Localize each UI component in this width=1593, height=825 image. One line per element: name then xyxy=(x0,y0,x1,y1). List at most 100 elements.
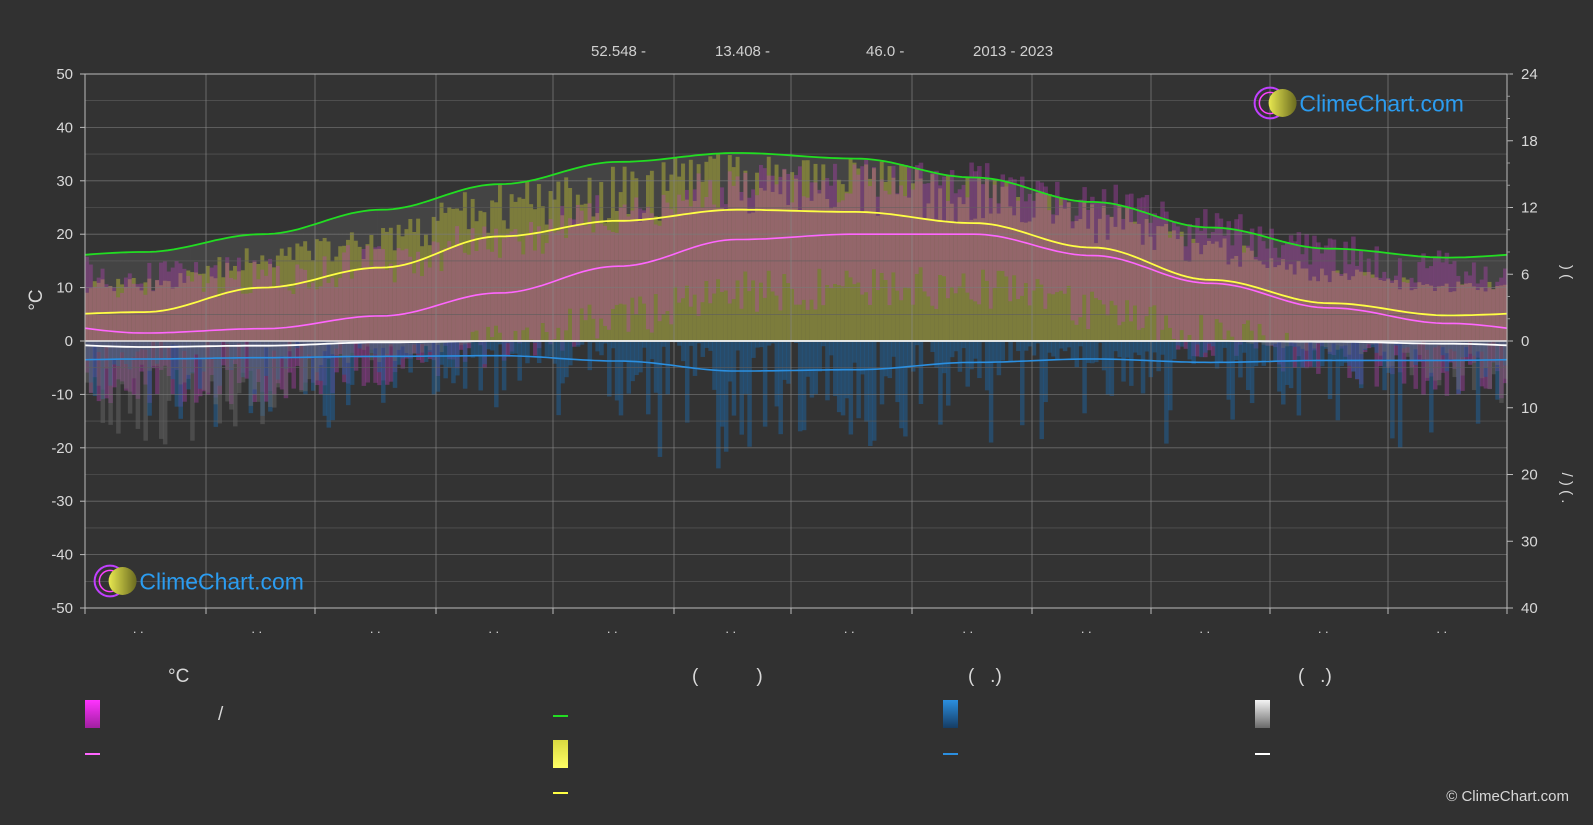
temp-range-bar xyxy=(727,171,733,304)
left-tick-label: -30 xyxy=(51,493,73,510)
temp-range-bar xyxy=(1300,254,1306,367)
sunshine-bar xyxy=(607,218,612,341)
precip-bar xyxy=(560,341,565,384)
sunshine-bar xyxy=(1222,238,1228,341)
snow-bar xyxy=(205,341,211,393)
precip-bar xyxy=(595,341,600,352)
logo-bottom-left: ClimeChart.com xyxy=(93,564,304,598)
sunshine-bar xyxy=(1425,284,1430,341)
sunshine-bar xyxy=(926,203,932,341)
precip-bar xyxy=(1327,341,1333,399)
precip-bar xyxy=(930,341,935,352)
sunshine-bar xyxy=(681,163,686,341)
precip-bar xyxy=(384,341,390,354)
precip-bar xyxy=(357,341,363,349)
temp-range-bar xyxy=(486,249,491,327)
left-tick-label: 10 xyxy=(56,280,73,297)
temp-range-bar xyxy=(844,193,850,271)
sunshine-bar xyxy=(217,257,222,341)
temp-range-bar xyxy=(942,176,947,277)
temp-range-bar xyxy=(723,204,729,291)
sunshine-bar xyxy=(957,197,963,341)
sunshine-bar xyxy=(151,291,156,341)
sunshine-bar xyxy=(400,236,406,341)
legend-snow-mean-swatch xyxy=(1255,753,1270,755)
temp-range-bar xyxy=(603,225,608,326)
sunshine-bar xyxy=(221,277,226,341)
snow-bar xyxy=(127,341,133,414)
temp-range-bar xyxy=(1117,205,1122,326)
left-tick-label: 0 xyxy=(65,333,73,350)
precip-bar xyxy=(1444,341,1450,372)
temp-range-bar xyxy=(673,213,678,287)
temp-range-bar xyxy=(1413,282,1418,389)
precip-bar xyxy=(829,341,834,356)
precip-bar xyxy=(755,341,760,348)
temp-range-bar xyxy=(1012,179,1017,276)
sunshine-bar xyxy=(1292,274,1298,341)
temp-range-bar xyxy=(657,225,663,322)
month-tick-label: . . xyxy=(488,621,499,636)
daylight-line xyxy=(84,152,1508,259)
temp-range-bar xyxy=(295,264,300,366)
sunshine-bar xyxy=(159,285,164,341)
temp-range-bar xyxy=(1245,245,1251,321)
sunshine-bar xyxy=(646,175,651,341)
precip-bar xyxy=(1039,341,1044,440)
precip-bar xyxy=(396,341,402,365)
precip-bar xyxy=(891,341,896,357)
temp-range-bar xyxy=(1397,258,1403,373)
sunshine-bar xyxy=(782,169,787,341)
right-tick-label: 24 xyxy=(1521,66,1538,83)
sunshine-bar xyxy=(1296,261,1302,341)
temp-range-bar xyxy=(638,208,643,297)
temp-range-bar xyxy=(595,195,600,339)
precip-bar xyxy=(1456,341,1461,394)
sunshine-bar xyxy=(174,286,180,341)
temp-range-bar xyxy=(470,228,476,332)
sunshine-bar xyxy=(377,248,382,341)
temp-range-bar xyxy=(833,163,838,284)
sunshine-bar xyxy=(497,184,503,341)
precip-bar xyxy=(470,341,476,358)
temp-range-bar xyxy=(1339,273,1344,349)
logo-top-right: ClimeChart.com xyxy=(1253,86,1464,120)
sunshine-bar xyxy=(809,200,815,341)
sunshine-bar xyxy=(1347,279,1352,341)
sunshine-bar xyxy=(762,190,768,341)
temp-range-bar xyxy=(988,198,994,309)
sunshine-bar xyxy=(568,188,573,341)
precip-bar xyxy=(747,341,752,447)
temp-range-bar xyxy=(310,282,316,383)
sunshine-bar xyxy=(1140,244,1146,341)
sunshine-bar xyxy=(326,241,332,341)
precip-bar xyxy=(256,341,261,370)
sunshine-bar xyxy=(575,194,581,341)
sunshine-bar xyxy=(688,159,694,341)
sunshine-bar xyxy=(1417,282,1422,341)
precip-bar xyxy=(513,341,519,354)
temp-range-bar xyxy=(1230,245,1235,337)
sunshine-bar xyxy=(373,249,378,341)
precip-bar xyxy=(907,341,912,369)
sunshine-bar xyxy=(1129,222,1134,341)
snow-bar xyxy=(322,341,328,352)
precip-bar xyxy=(879,341,885,405)
sunshine-bar xyxy=(248,262,254,341)
precip-bar xyxy=(451,341,456,384)
snow-bar xyxy=(162,341,168,445)
snow-bar xyxy=(330,341,335,355)
snow-bar xyxy=(252,341,258,390)
snow-bar xyxy=(1343,341,1348,346)
sunshine-bar xyxy=(614,210,620,341)
temp-range-bar xyxy=(123,277,129,391)
sunshine-bar xyxy=(100,279,106,341)
sunshine-bar xyxy=(1203,245,1208,341)
temp-range-bar xyxy=(552,232,558,340)
snow-bar xyxy=(1335,341,1341,350)
sunshine-bar xyxy=(1055,215,1060,341)
temp-range-bar xyxy=(178,263,183,407)
temp-range-bar xyxy=(720,187,725,292)
precip-bar xyxy=(1218,341,1224,364)
precip-bar xyxy=(178,341,183,419)
